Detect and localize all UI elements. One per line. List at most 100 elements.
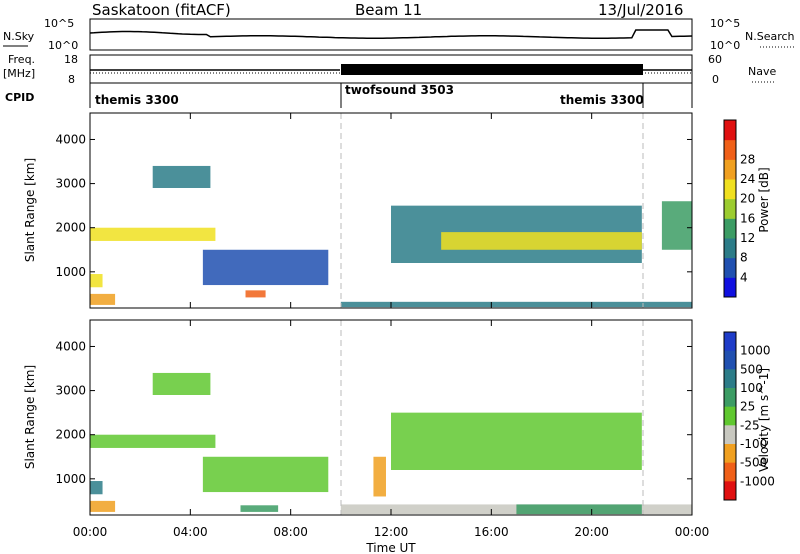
data-region (391, 412, 642, 470)
data-region (90, 293, 116, 305)
chart-title: Saskatoon (fitACF) (92, 1, 231, 19)
colorbar-tick-label: 12 (740, 231, 755, 245)
date-label: 13/Jul/2016 (598, 1, 683, 19)
y-tick-label: 3000 (55, 384, 86, 398)
colorbar-swatch (724, 350, 736, 370)
freq-label-2: [MHz] (3, 67, 35, 80)
freq-left-tick-bottom: 8 (68, 73, 75, 86)
nave-label: Nave (748, 65, 776, 78)
noise-right-tick-top: 10^5 (710, 17, 740, 30)
colorbar-swatch (724, 369, 736, 389)
colorbar-tick-label: 500 (740, 362, 763, 376)
x-tick-label: 04:00 (173, 525, 208, 539)
frequency-panel-frame (89, 54, 693, 84)
data-region (661, 201, 692, 250)
colorbar-tick-label: -25 (740, 418, 760, 432)
data-region (202, 249, 329, 286)
cpid-label: CPID (5, 91, 34, 104)
y-tick-label: 1000 (55, 472, 86, 486)
data-region (373, 456, 386, 497)
noise-panel: N.Sky 10^5 10^0 10^5 10^0 N.Search (3, 17, 795, 52)
colorbar-swatch (724, 406, 736, 426)
colorbar-swatch (724, 257, 736, 278)
freq-label-1: Freq. (8, 53, 35, 66)
colorbar-tick-label: 1000 (740, 344, 771, 358)
velocity-x-ticks (89, 320, 693, 515)
noise-trace (89, 29, 693, 39)
x-axis-tick-labels: 00:00 04:00 08:00 12:00 16:00 20:00 00:00 (73, 525, 710, 539)
colorbar-swatch (724, 388, 736, 408)
power-x-ticks (89, 113, 693, 308)
noise-left-tick-top: 10^5 (44, 17, 74, 30)
y-tick-label: 4000 (55, 339, 86, 353)
freq-right-tick-top: 60 (708, 53, 722, 66)
x-tick-label: 00:00 (73, 525, 108, 539)
y-tick-label: 3000 (55, 177, 86, 191)
colorbar-swatch (724, 179, 736, 200)
power-cells (90, 165, 692, 308)
colorbar-tick-label: -1000 (740, 474, 775, 488)
colorbar-swatch (724, 238, 736, 259)
colorbar-tick-label: 28 (740, 152, 755, 166)
cpid-panel: CPID themis 3300 twofsound 3503 themis 3… (5, 83, 693, 108)
velocity-y-axis-label: Slant Range [km] (23, 365, 37, 469)
colorbar-tick-label: 100 (740, 381, 763, 395)
colorbar-swatch (724, 332, 736, 352)
velocity-colorbar-label: Velocity [m s^-1] (757, 368, 771, 472)
noise-left-label: N.Sky (3, 30, 35, 43)
x-tick-label: 12:00 (374, 525, 409, 539)
data-region (245, 290, 266, 298)
x-tick-label: 20:00 (574, 525, 609, 539)
data-region (340, 301, 692, 308)
noise-panel-frame (89, 18, 693, 51)
x-tick-label: 16:00 (474, 525, 509, 539)
colorbar-tick-label: 4 (740, 270, 748, 284)
cpid-segment-label: themis 3300 (95, 93, 179, 107)
colorbar-swatch (724, 198, 736, 219)
x-tick-label: 08:00 (273, 525, 308, 539)
colorbar-tick-label: 8 (740, 251, 748, 265)
x-axis-label: Time UT (365, 541, 416, 554)
colorbar-tick-label: -500 (740, 456, 767, 470)
power-panel: 1000 2000 3000 4000 Slant Range [km] (23, 112, 693, 309)
colorbar-tick-label: -100 (740, 437, 767, 451)
colorbar-tick-label: 25 (740, 400, 755, 414)
x-tick-label: 00:00 (675, 525, 710, 539)
colorbar-swatch (724, 425, 736, 445)
cpid-segment-label: themis 3300 (560, 93, 644, 107)
power-colorbar: 4 8 12 16 20 24 28 (723, 119, 755, 298)
data-region (90, 434, 216, 448)
colorbar-frame (723, 331, 737, 501)
data-region (152, 165, 211, 188)
colorbar-frame (723, 119, 737, 298)
colorbar-swatch (724, 462, 736, 482)
colorbar-swatch (724, 139, 736, 160)
colorbar-tick-label: 16 (740, 211, 755, 225)
data-region (202, 456, 329, 493)
data-region (516, 504, 642, 515)
noise-right-label: N.Search (745, 30, 795, 43)
data-region (240, 505, 279, 512)
velocity-y-axis: 1000 2000 3000 4000 (55, 339, 692, 486)
velocity-colorbar: 1000 500 100 25 -25 -100 -500 -1000 (723, 331, 775, 501)
beam-label: Beam 11 (355, 1, 422, 19)
power-y-axis-label: Slant Range [km] (23, 158, 37, 262)
frequency-block-twofsound (341, 64, 643, 75)
colorbar-swatch (724, 277, 736, 298)
colorbar-swatch (724, 159, 736, 180)
frequency-panel: Freq. [MHz] 18 8 60 0 Nave (3, 53, 776, 86)
y-tick-label: 4000 (55, 132, 86, 146)
colorbar-swatch (724, 444, 736, 464)
data-region (90, 227, 216, 241)
velocity-cells (90, 372, 692, 515)
colorbar-tick-label: 20 (740, 192, 755, 206)
colorbar-swatch (724, 481, 736, 501)
y-tick-label: 2000 (55, 221, 86, 235)
cpid-segment-label: twofsound 3503 (345, 83, 454, 97)
data-region (90, 274, 103, 288)
y-tick-label: 1000 (55, 265, 86, 279)
data-region (90, 481, 103, 495)
freq-left-tick-top: 18 (64, 53, 78, 66)
data-region (441, 232, 642, 250)
